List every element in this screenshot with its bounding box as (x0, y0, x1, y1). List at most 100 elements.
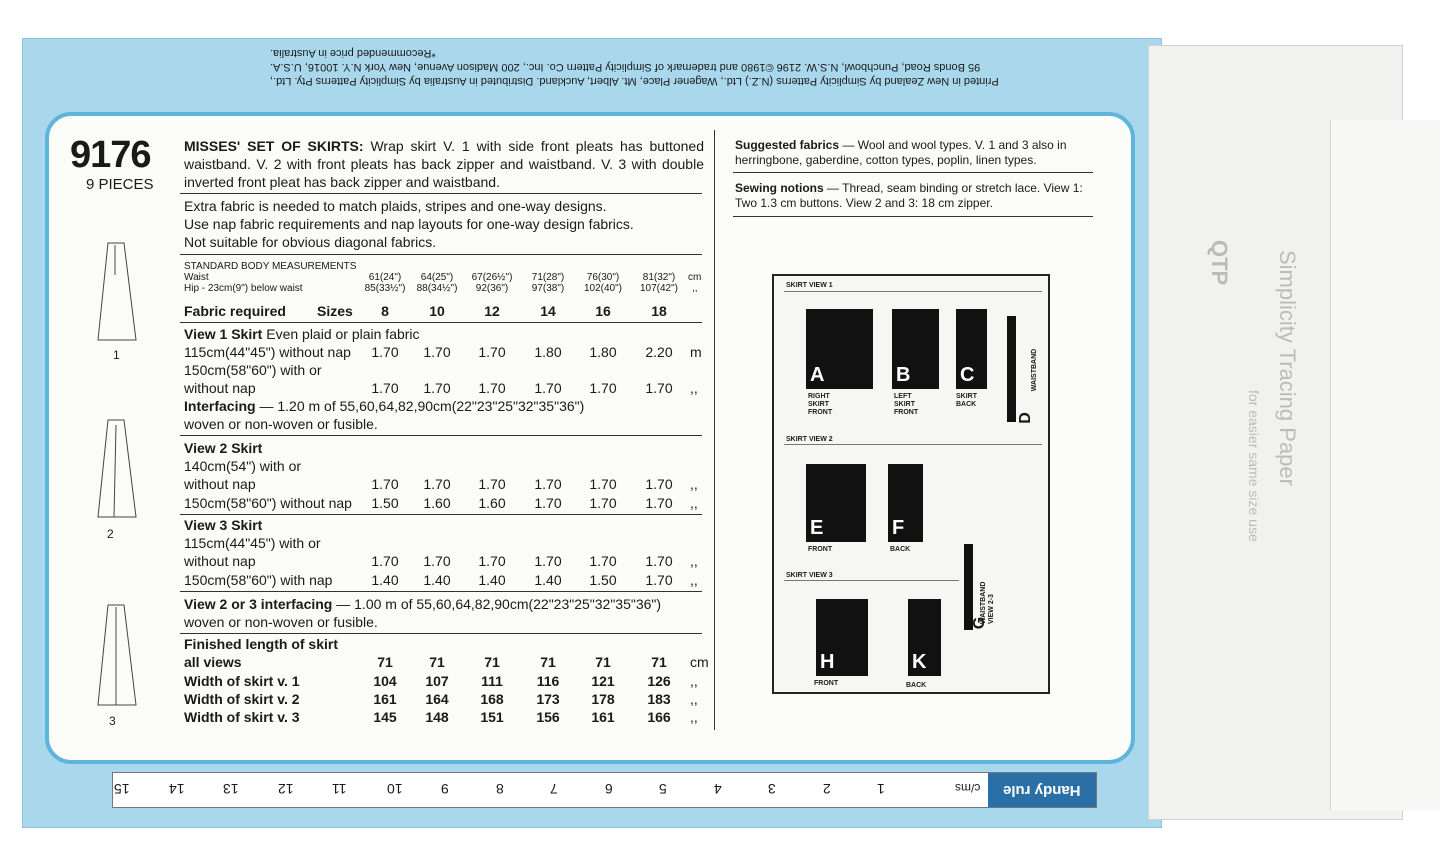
imprint-line: 95 Bonds Road, Punchbowl, N.S.W. 2196 ©1… (270, 61, 981, 73)
suggested-title: Suggested fabrics (735, 138, 840, 152)
waist-value: 61(24") (368, 272, 402, 283)
row-label: View 2 Skirt (184, 440, 263, 456)
piece-g (964, 544, 973, 630)
fabric-value: 121 (591, 673, 615, 689)
row-divider (180, 633, 702, 634)
fabric-value: 156 (536, 709, 560, 725)
notions-text: — Thread, seam binding or stretch lace. … (735, 181, 1083, 210)
imprint-line: *Recommended price in Australia. (270, 47, 436, 59)
pattern-pieces-diagram: SKIRT VIEW 1 A RIGHT SKIRT FRONT B LEFT … (772, 274, 1050, 694)
piece-a-label: RIGHT SKIRT FRONT (808, 393, 833, 416)
view-number: 2 (107, 527, 114, 541)
piece-e-label: FRONT (808, 546, 833, 553)
fabric-value: 161 (591, 709, 615, 725)
ruler-number: 14 (168, 781, 185, 797)
ruler-number: 13 (223, 781, 239, 797)
row-label: Width of skirt v. 1 (184, 673, 300, 689)
ruler-number: 8 (495, 781, 504, 797)
notions-title: Sewing notions (735, 181, 824, 195)
pattern-number: 9176 (70, 134, 152, 176)
row-label: Interfacing — 1.20 m of 55,60,64,82,90cm… (184, 398, 585, 414)
fabric-value: 164 (425, 691, 449, 707)
fabric-value: 71 (540, 654, 556, 670)
row-label: 115cm(44"45") with or (184, 535, 321, 551)
fabric-value: 1.70 (423, 553, 451, 569)
fabric-value: 1.70 (371, 344, 399, 360)
fabric-value: 1.40 (478, 572, 506, 588)
unit: ,, (690, 476, 698, 492)
ruler-number: 3 (768, 781, 776, 797)
view1-heading: SKIRT VIEW 1 (786, 282, 833, 289)
fabric-value: 168 (480, 691, 504, 707)
waist-label: Waist (184, 272, 209, 283)
fabric-value: 2.20 (645, 344, 673, 360)
skirt-view-3-icon (97, 604, 137, 706)
row-label: Width of skirt v. 2 (184, 691, 300, 707)
fabric-value: 104 (373, 673, 397, 689)
fabric-value: 1.40 (371, 572, 399, 588)
waist-unit: cm (688, 272, 702, 283)
fabric-value: 1.70 (589, 495, 617, 511)
hip-value: 102(40") (583, 283, 623, 294)
fabric-value: 1.70 (371, 553, 399, 569)
piece-k-label: BACK (906, 682, 927, 689)
row-label: Width of skirt v. 3 (184, 709, 300, 725)
fabric-value: 1.70 (478, 344, 506, 360)
row-label: View 3 Skirt (184, 517, 263, 533)
fabric-value: 1.70 (645, 553, 673, 569)
description-title: MISSES' SET OF SKIRTS: (184, 138, 364, 154)
fabric-value: 161 (373, 691, 397, 707)
fabric-value: 178 (591, 691, 615, 707)
fabric-value: 1.70 (534, 553, 562, 569)
handy-rule-title: Handy rule (1003, 781, 1081, 799)
row-divider (180, 435, 702, 436)
fabric-value: 1.70 (589, 553, 617, 569)
fabric-required-label: Fabric required (184, 303, 286, 319)
unit: ,, (690, 495, 698, 511)
piece-d-letter: D (1016, 412, 1034, 424)
fabric-value: 173 (536, 691, 560, 707)
row-note: — 1.00 m of 55,60,64,82,90cm(22"23"25"32… (332, 596, 662, 612)
hip-value: 85(33½") (364, 283, 406, 294)
sizes-label: Sizes (317, 303, 353, 319)
hip-label: Hip - 23cm(9") below waist (184, 283, 303, 294)
fabric-value: 1.60 (423, 495, 451, 511)
view2-heading: SKIRT VIEW 2 (786, 436, 833, 443)
fabric-value: 126 (647, 673, 671, 689)
piece-g-label: WAISTBAND VIEW 2-3 (980, 581, 995, 624)
fabric-value: 71 (595, 654, 611, 670)
row-label: woven or non-woven or fusible. (184, 416, 378, 432)
waist-value: 64(25") (420, 272, 454, 283)
view3-heading: SKIRT VIEW 3 (786, 572, 833, 579)
piece-a: A (806, 309, 873, 389)
flap-brand: Simplicity Tracing Paper (1275, 250, 1300, 486)
view-number: 3 (109, 714, 116, 728)
unit: ,, (690, 673, 698, 689)
fabric-value: 1.70 (534, 380, 562, 396)
row-label: without nap (184, 380, 256, 396)
size-header: 12 (484, 303, 500, 319)
size-header: 16 (595, 303, 611, 319)
ruler-number: 5 (659, 781, 667, 797)
ruler-number: 7 (550, 781, 558, 797)
piece-h-label: FRONT (814, 680, 839, 687)
suggested-text: — Wool and wool types. V. 1 and 3 also i… (735, 138, 1067, 167)
row-divider (180, 514, 702, 515)
piece-d (1007, 316, 1016, 422)
fabric-value: 151 (480, 709, 504, 725)
row-label: 150cm(58"60") with or (184, 362, 322, 378)
size-header: 10 (429, 303, 445, 319)
tracing-paper-insert (1330, 120, 1440, 810)
waist-value: 67(26½") (471, 272, 513, 283)
sewing-notions: Sewing notions — Thread, seam binding or… (735, 181, 1095, 211)
fabric-value: 1.70 (478, 380, 506, 396)
fabric-value: 148 (425, 709, 449, 725)
hip-value: 107(42") (639, 283, 679, 294)
fabric-notes: Extra fabric is needed to match plaids, … (184, 197, 634, 251)
fabric-value: 71 (651, 654, 667, 670)
row-label: 150cm(58"60") with nap (184, 572, 333, 588)
ruler-unit: c/ms (955, 781, 981, 795)
view-thumbnails (97, 242, 137, 706)
fabric-value: 1.70 (478, 553, 506, 569)
unit: ,, (690, 380, 698, 396)
